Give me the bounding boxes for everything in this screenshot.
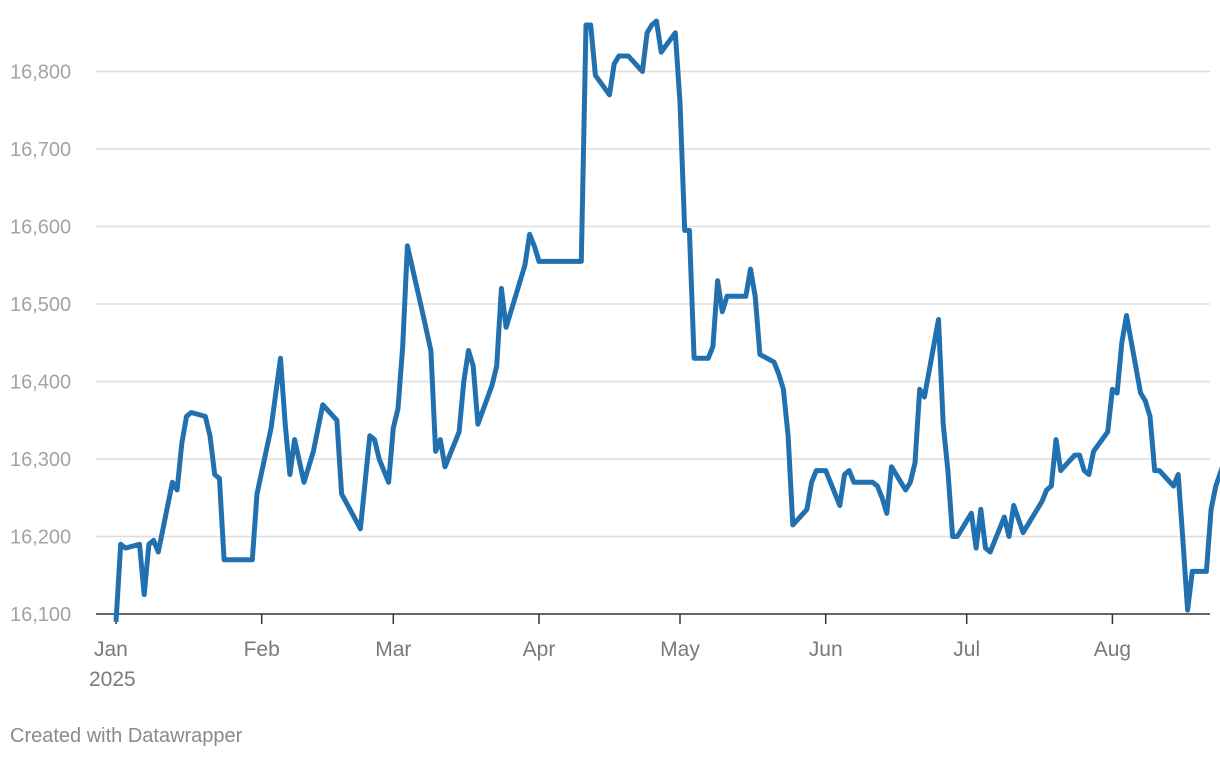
y-tick-label: 16,500 (10, 294, 71, 316)
x-tick-label: Feb (244, 638, 280, 661)
y-tick-label: 16,700 (10, 139, 71, 161)
series-line-path (113, 18, 1220, 622)
x-tick-label: Jun (809, 638, 843, 661)
x-axis-ticks: Jan 2025 Feb Mar Apr May Jun Jul Aug (89, 614, 1131, 691)
y-axis-ticks: 16,100 16,200 16,300 16,400 16,500 16,600 16,7… (10, 62, 71, 627)
y-tick-label: 16,200 (10, 527, 71, 549)
series-points (115, 21, 1216, 622)
x-tick-label: May (660, 638, 700, 661)
y-tick-label: 16,100 (10, 604, 71, 626)
gridlines (96, 70, 1210, 615)
y-tick-label: 16,800 (10, 62, 71, 84)
datawrapper-credit: Created with Datawrapper (10, 725, 243, 747)
x-tick-label: Jul (953, 638, 980, 661)
y-tick-label: 16,600 (10, 217, 71, 239)
x-tick-label: Jan (94, 638, 128, 661)
y-tick-label: 16,300 (10, 449, 71, 471)
x-tick-label: Mar (375, 638, 411, 661)
x-tick-year-label: 2025 (89, 668, 136, 691)
series-line (113, 18, 1220, 622)
x-tick-label: Aug (1094, 638, 1131, 661)
y-tick-label: 16,400 (10, 372, 71, 394)
x-tick-label: Apr (523, 638, 556, 661)
